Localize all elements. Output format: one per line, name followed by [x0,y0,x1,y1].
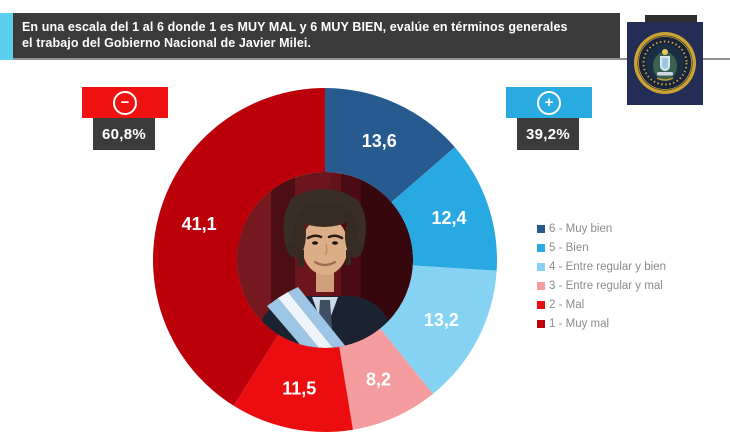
banner-underline [13,58,730,60]
legend-swatch [537,243,545,252]
legend-label: 6 - Muy bien [549,222,613,235]
legend-item: 4 - Entre regular y bien [537,257,666,276]
legend-item: 3 - Entre regular y mal [537,276,666,295]
donut-segment [380,265,497,394]
negative-badge: − [82,87,168,118]
legend-item: 6 - Muy bien [537,219,666,238]
legend-label: 1 - Muy mal [549,317,610,330]
slice-label: 13,2 [424,310,459,330]
question-line-2: el trabajo del Gobierno Nacional de Javi… [22,35,312,50]
donut-segment [391,147,497,271]
positive-badge: + [506,87,592,118]
positive-total-value: 39,2% [517,118,579,150]
donut-segment [339,328,433,430]
banner-accent-bar [0,13,13,60]
milei-photo [237,172,413,348]
legend-label: 4 - Entre regular y bien [549,260,666,273]
slice-label: 41,1 [182,214,217,234]
legend-swatch [537,224,545,233]
minus-icon: − [113,90,137,115]
legend-swatch [537,300,545,309]
legend-swatch [537,281,545,290]
slice-label: 11,5 [282,378,316,398]
question-line-1: En una escala del 1 al 6 donde 1 es MUY … [22,20,568,34]
legend-label: 3 - Entre regular y mal [549,279,663,292]
donut-segment [153,88,325,406]
legend-swatch [537,319,545,328]
donut-segment [325,88,455,203]
question-banner: En una escala del 1 al 6 donde 1 es MUY … [13,13,620,58]
slice-label: 8,2 [366,370,391,390]
institution-logo [627,22,703,105]
negative-total-value: 60,8% [93,118,155,150]
slice-label: 13,6 [362,131,397,151]
slice-label: 12,4 [432,208,467,228]
legend-swatch [537,262,545,271]
institution-seal-icon [627,22,703,105]
donut-segment [233,334,353,432]
legend-item: 2 - Mal [537,295,666,314]
chart-legend: 6 - Muy bien 5 - Bien 4 - Entre regular y … [537,219,666,333]
legend-item: 5 - Bien [537,238,666,257]
legend-label: 2 - Mal [549,298,585,311]
donut-chart: 13,6 12,4 13,2 8,2 11,5 41,1 [135,70,515,446]
legend-label: 5 - Bien [549,241,589,254]
plus-icon: + [537,90,561,115]
legend-item: 1 - Muy mal [537,314,666,333]
